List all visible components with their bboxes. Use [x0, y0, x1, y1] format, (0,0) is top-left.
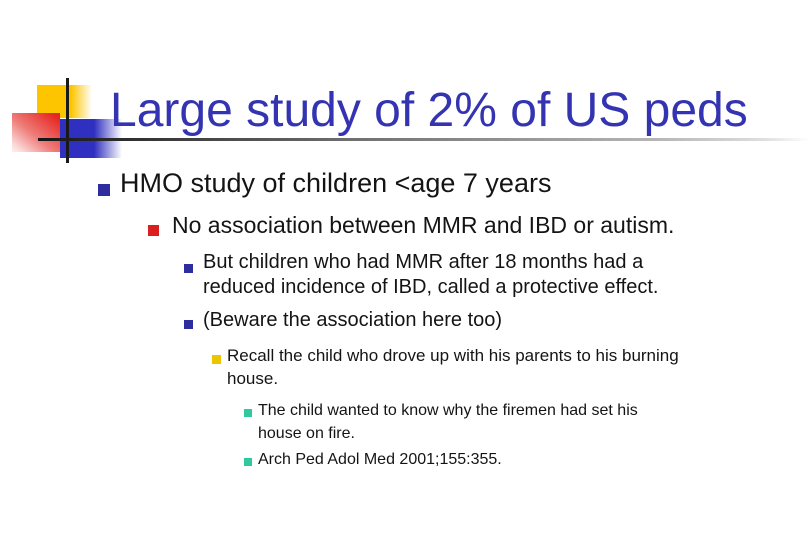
bullet-item-level3: But children who had MMR after 18 months… [184, 250, 764, 300]
bullet-square-icon [244, 458, 252, 466]
bullet-square-icon [244, 409, 252, 417]
citation-text: Arch Ped Adol Med 2001;155:355. [258, 451, 502, 468]
decoration-red-square [12, 113, 60, 152]
bullet-text: No association between MMR and IBD or au… [172, 212, 675, 238]
decoration-horizontal-rule [38, 138, 810, 141]
bullet-text: The child wanted to know why the firemen… [258, 402, 638, 442]
bullet-square-icon [212, 355, 221, 364]
bullet-square-icon [98, 184, 110, 196]
bullet-item-level5: The child wanted to know why the firemen… [244, 399, 784, 445]
bullet-square-icon [148, 225, 159, 236]
bullet-square-icon [184, 320, 193, 329]
bullet-item-level4: Recall the child who drove up with his p… [212, 344, 772, 390]
decoration-vertical-line [66, 78, 69, 163]
bullet-item-level2: No association between MMR and IBD or au… [148, 211, 674, 240]
slide-title: Large study of 2% of US peds [110, 84, 748, 137]
bullet-text: But children who had MMR after 18 months… [203, 251, 659, 298]
bullet-text: Recall the child who drove up with his p… [227, 346, 679, 388]
decoration-yellow-square [37, 85, 92, 118]
bullet-item-level5-citation: Arch Ped Adol Med 2001;155:355. [244, 449, 502, 471]
bullet-square-icon [184, 264, 193, 273]
bullet-text: (Beware the association here too) [203, 309, 503, 331]
bullet-item-level3: (Beware the association here too) [184, 307, 502, 333]
bullet-text: HMO study of children <age 7 years [120, 168, 552, 198]
bullet-item-level1: HMO study of children <age 7 years [98, 167, 551, 200]
